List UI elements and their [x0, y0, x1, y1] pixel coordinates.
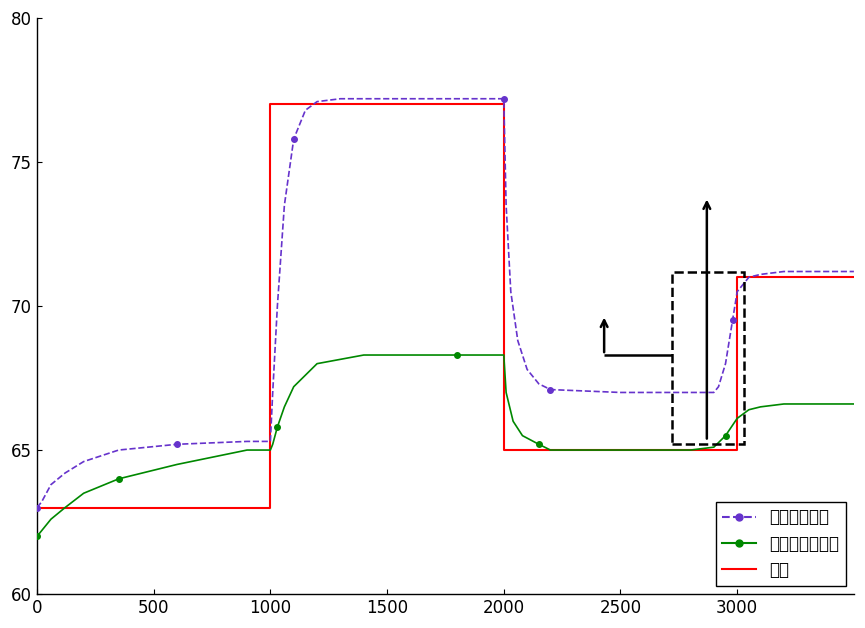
Bar: [672, 271, 744, 444]
Legend: 空气温度响应, 冷却液温度响应, 电流: 空气温度响应, 冷却液温度响应, 电流: [715, 502, 846, 586]
